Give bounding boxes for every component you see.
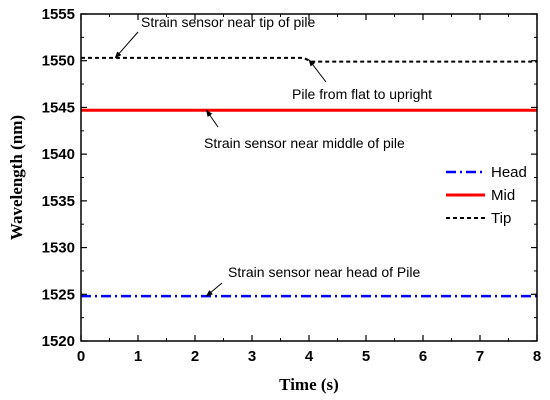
x-tick-label: 7 (476, 348, 484, 365)
y-tick-label: 1540 (42, 146, 75, 163)
legend: Head Mid Tip (446, 164, 527, 227)
x-tick-label: 0 (77, 348, 85, 365)
x-axis-title: Time (s) (279, 375, 339, 394)
annotation-layer: Strain sensor near tip of pile Pile from … (114, 14, 432, 297)
y-tick-label: 1530 (42, 240, 75, 257)
legend-label-tip: Tip (491, 210, 511, 227)
annotation-arrow-3 (205, 282, 223, 297)
y-tick-label: 1555 (42, 6, 75, 23)
y-tick-label: 1535 (42, 193, 75, 210)
annotation-text-0: Strain sensor near tip of pile (141, 14, 316, 30)
y-axis-title: Wavelength (nm) (7, 115, 26, 240)
x-tick-label: 2 (191, 348, 199, 365)
annotation-arrow-2 (205, 109, 219, 128)
legend-label-mid: Mid (491, 187, 515, 204)
legend-label-head: Head (491, 164, 527, 181)
annotation-text-3: Strain sensor near head of Pile (228, 264, 420, 280)
annotation-text-1: Pile from flat to upright (292, 86, 432, 102)
plot-frame (80, 13, 538, 342)
x-tick-label: 6 (419, 348, 427, 365)
annotation-arrow-1 (308, 59, 327, 83)
annotation-text-2: Strain sensor near middle of pile (204, 135, 405, 151)
x-tick-label: 3 (248, 348, 256, 365)
y-tick-label: 1520 (42, 333, 75, 350)
annotation-arrow-0 (114, 31, 139, 59)
axis-layer: 0 1 2 3 4 5 6 7 8 1520 1525 1530 1535 1540 1545 1550 155… (42, 6, 542, 365)
x-tick-label: 1 (134, 348, 142, 365)
x-tick-label: 8 (533, 348, 541, 365)
series-line-tip (81, 56, 537, 63)
y-tick-label: 1550 (42, 53, 75, 70)
x-tick-label: 4 (305, 348, 314, 365)
x-tick-label: 5 (362, 348, 370, 365)
series-layer (81, 56, 537, 298)
y-tick-label: 1545 (42, 99, 75, 116)
y-tick-label: 1525 (42, 286, 75, 303)
